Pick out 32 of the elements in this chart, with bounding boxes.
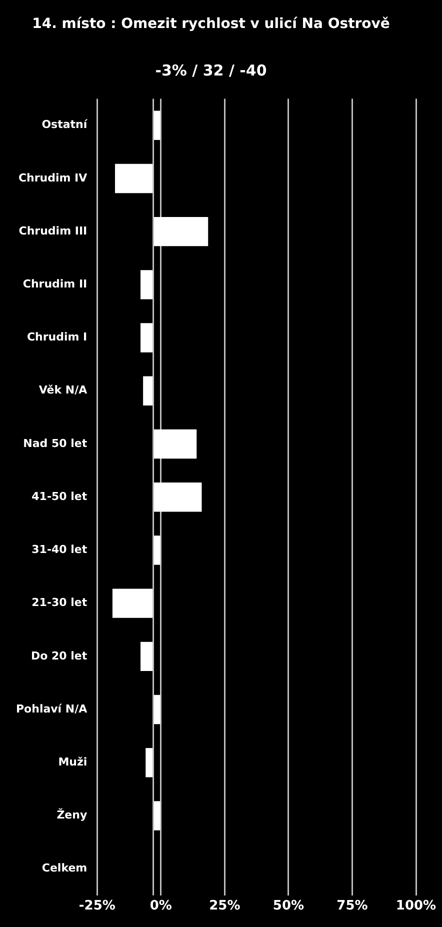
x-tick-label: 75% [336, 898, 368, 914]
y-tick-label: Chrudim IV [18, 171, 88, 184]
x-tick-label: 25% [209, 898, 240, 914]
bar [140, 642, 154, 672]
bar [153, 429, 197, 459]
y-tick-label: 41-50 let [32, 490, 88, 503]
y-tick-label: Muži [58, 755, 88, 768]
x-tick-label: -25% [78, 898, 116, 914]
bar [112, 588, 154, 618]
x-tick-label: 0% [150, 898, 172, 914]
y-tick-label: Do 20 let [30, 649, 88, 662]
y-tick-label: 21-30 let [32, 596, 88, 610]
chart-title: 14. místo : Omezit rychlost v ulicí Na Ostrově [32, 16, 390, 32]
y-tick-label: Chrudim III [18, 224, 88, 238]
x-tick-label: 50% [272, 898, 304, 914]
y-tick-label: Ženy [56, 808, 88, 822]
bar [115, 164, 154, 194]
x-tick-label: 100% [396, 898, 436, 914]
y-tick-label: Ostatní [42, 118, 88, 132]
y-tick-label: Pohlaví N/A [16, 702, 88, 716]
bar [140, 323, 154, 352]
chart-subtitle: -3% / 32 / -40 [155, 62, 267, 80]
y-tick-label: Chrudim II [22, 278, 88, 291]
y-tick-label: Nad 50 let [23, 436, 88, 450]
bar [143, 376, 154, 406]
y-tick-label: Celkem [42, 862, 88, 875]
bar [140, 270, 154, 300]
y-tick-label: Chrudim I [26, 330, 88, 344]
y-tick-label: Věk N/A [38, 384, 88, 397]
bar [153, 216, 208, 246]
bar [153, 482, 202, 512]
y-tick-label: 31-40 let [32, 543, 88, 556]
